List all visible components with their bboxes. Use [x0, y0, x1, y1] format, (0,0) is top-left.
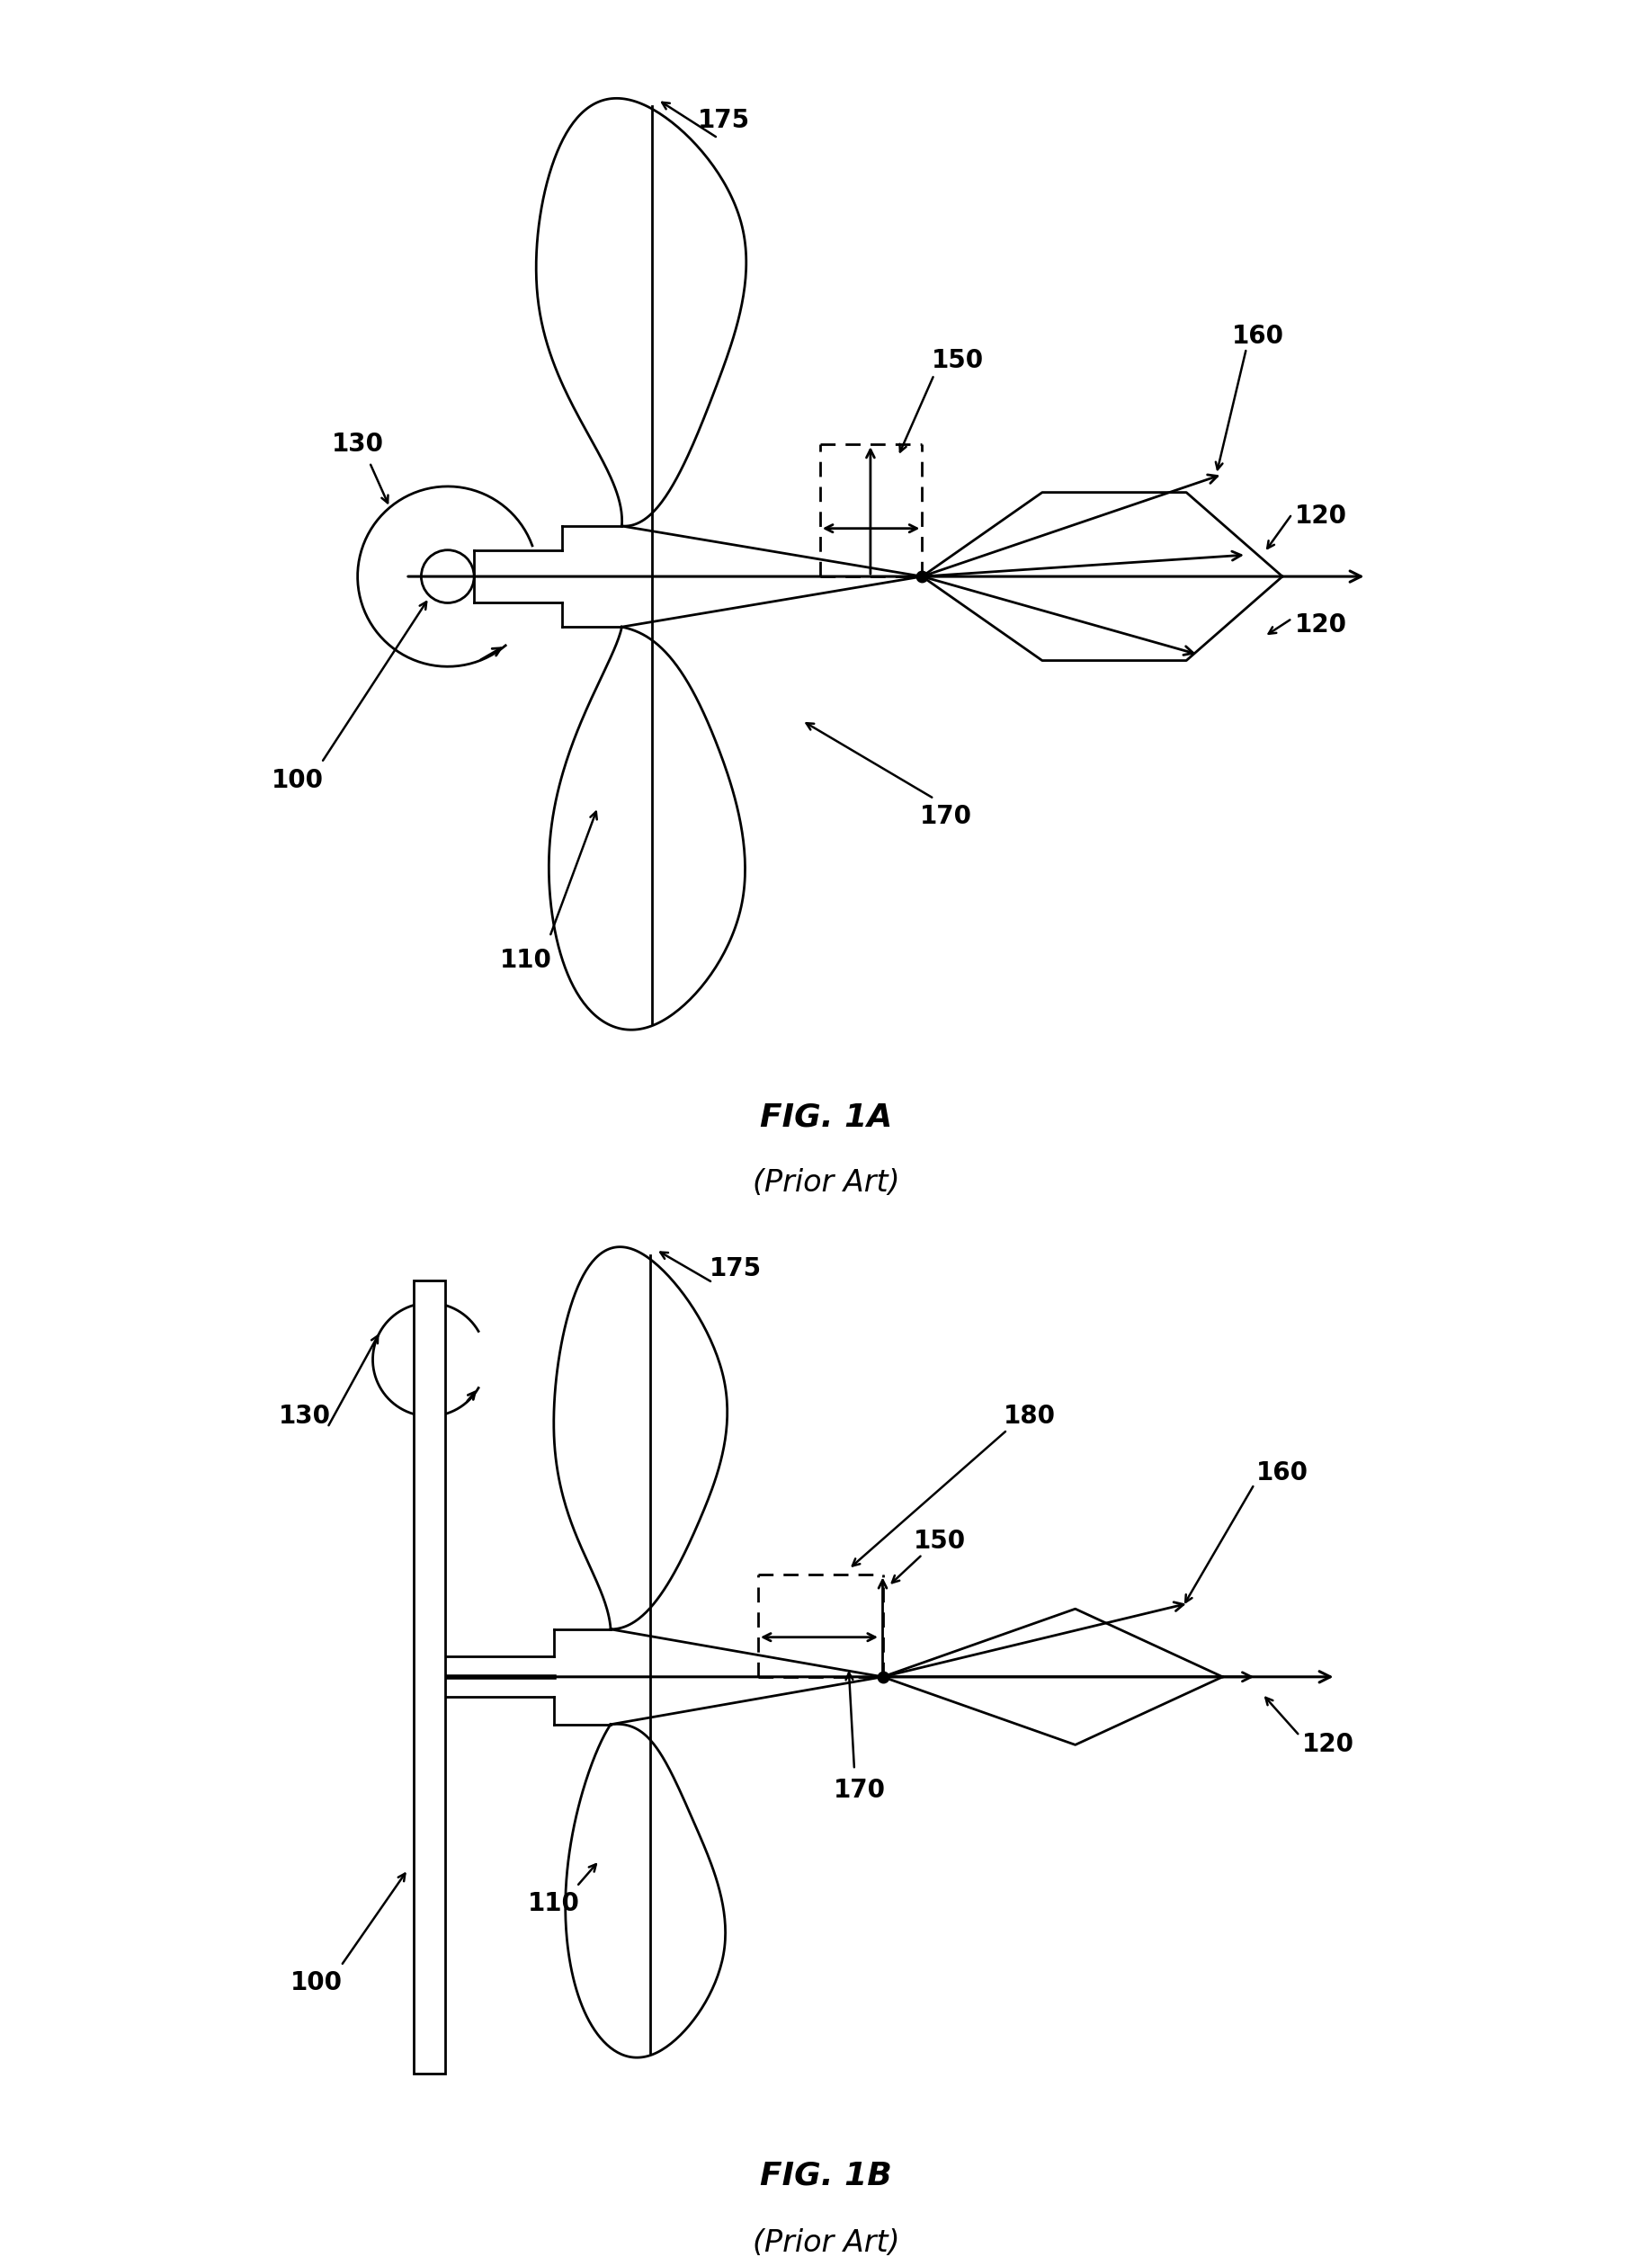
Text: 160: 160 [1257, 1459, 1308, 1486]
Text: 100: 100 [271, 768, 324, 793]
Text: 175: 175 [709, 1255, 762, 1283]
Text: 175: 175 [697, 107, 750, 134]
Text: 120: 120 [1302, 1731, 1355, 1758]
Text: 160: 160 [1232, 324, 1285, 349]
Text: 130: 130 [332, 433, 383, 458]
Text: 120: 120 [1295, 612, 1346, 637]
Text: (Prior Art): (Prior Art) [752, 2227, 900, 2259]
Text: 170: 170 [920, 804, 971, 829]
Text: 110: 110 [499, 947, 552, 974]
Text: FIG. 1A: FIG. 1A [760, 1101, 892, 1133]
Text: 150: 150 [914, 1527, 965, 1554]
Text: 170: 170 [834, 1777, 885, 1804]
Text: 150: 150 [932, 347, 985, 374]
Bar [413, 1280, 446, 2073]
Text: 100: 100 [291, 1969, 342, 1996]
Text: FIG. 1B: FIG. 1B [760, 2159, 892, 2191]
Text: 120: 120 [1295, 503, 1346, 528]
Text: (Prior Art): (Prior Art) [752, 1169, 900, 1199]
Text: 110: 110 [529, 1890, 580, 1917]
Text: 130: 130 [279, 1403, 330, 1430]
Text: 180: 180 [1004, 1403, 1056, 1430]
